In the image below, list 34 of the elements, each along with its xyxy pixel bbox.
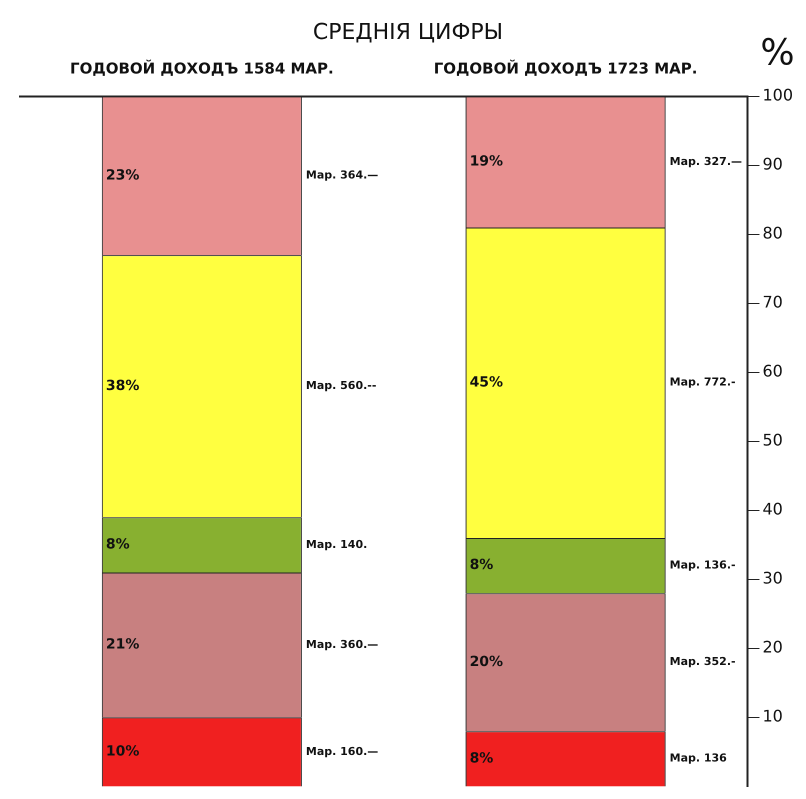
y-tick-label: 60 xyxy=(762,362,783,381)
data-label: 10% xyxy=(106,744,140,760)
data-label: 20% xyxy=(470,654,504,670)
annotation: Мар. 327.— xyxy=(670,154,742,168)
annotation: Мар. 364.— xyxy=(306,168,378,182)
data-label: 38% xyxy=(106,378,140,394)
y-tick-label: 10 xyxy=(762,706,783,726)
annotation: Мар. 352.- xyxy=(670,655,736,668)
y-tick-label: 20 xyxy=(762,638,783,657)
data-label: 8% xyxy=(106,536,130,553)
y-tick-label: 50 xyxy=(762,430,783,450)
data-label: 45% xyxy=(470,374,504,390)
annotation: Мар. 136 xyxy=(670,752,728,765)
y-tick-label: 30 xyxy=(762,568,783,588)
annotation: Мар. 560.-- xyxy=(306,379,376,392)
data-label: 21% xyxy=(106,636,140,653)
x-tick-label: ГОДОВОЙ ДОХОДЪ 1723 МАР. xyxy=(434,59,698,78)
y-axis-title: % xyxy=(760,32,795,74)
annotation: Мар. 160.— xyxy=(306,744,378,758)
data-label: 8% xyxy=(470,557,494,574)
y-tick-label: 90 xyxy=(762,154,783,174)
y-tick-label: 40 xyxy=(762,500,783,519)
annotation: Мар. 360.— xyxy=(306,638,378,651)
y-tick-label: 100 xyxy=(762,86,794,105)
annotation: Мар. 136.- xyxy=(670,558,736,572)
data-label: 8% xyxy=(470,750,494,766)
annotation: Мар. 140. xyxy=(306,538,368,551)
x-tick-label: ГОДОВОЙ ДОХОДЪ 1584 МАР. xyxy=(70,59,334,78)
data-label: 23% xyxy=(106,167,140,184)
annotation: Мар. 772.- xyxy=(670,376,736,389)
y-tick-label: 80 xyxy=(762,224,783,243)
data-label: 19% xyxy=(470,154,504,170)
chart-title: СРЕДНІЯ ЦИФРЫ xyxy=(312,20,504,45)
y-tick-label: 70 xyxy=(762,292,783,312)
